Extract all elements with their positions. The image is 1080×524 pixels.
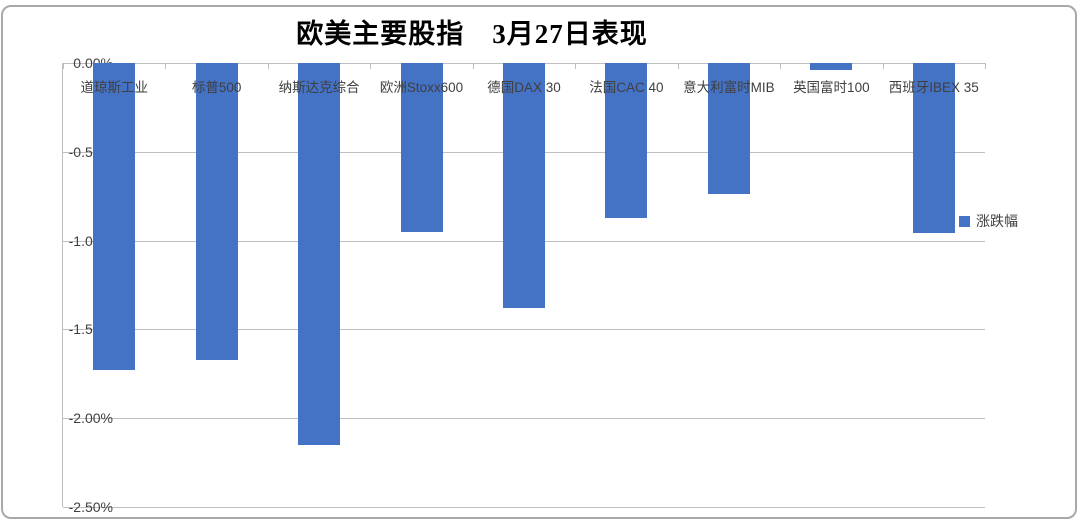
- category-label-道琼斯工业: 道琼斯工业: [80, 80, 148, 95]
- bar-德国DAX 30: [503, 63, 545, 309]
- category-tick: [267, 63, 269, 69]
- y-axis-tick-label: -2.00%: [68, 410, 113, 427]
- category-label-法国CAC 40: 法国CAC 40: [589, 80, 664, 95]
- category-label-标普500: 标普500: [191, 80, 242, 95]
- category-tick: [63, 63, 64, 69]
- bar-道琼斯工业: [93, 63, 136, 371]
- bar-标普500: [195, 63, 238, 360]
- category-label-德国DAX 30: 德国DAX 30: [487, 80, 561, 95]
- category-label-纳斯达克综合: 纳斯达克综合: [278, 80, 360, 95]
- category-tick: [165, 63, 167, 69]
- bar-纳斯达克综合: [298, 63, 341, 445]
- gridline--1.50%: [63, 329, 985, 331]
- bar-意大利富时MIB: [707, 63, 750, 195]
- category-label-欧洲Stoxx600: 欧洲Stoxx600: [379, 80, 464, 95]
- y-axis-tick-label: -2.50%: [68, 499, 113, 515]
- bar-欧洲Stoxx600: [400, 63, 443, 232]
- bar-法国CAC 40: [605, 63, 648, 218]
- legend-swatch-icon: [959, 215, 970, 227]
- category-label-意大利富时MIB: 意大利富时MIB: [683, 80, 775, 95]
- y-axis-line: [62, 63, 63, 507]
- category-tick: [472, 63, 474, 69]
- category-tick: [780, 63, 782, 69]
- gridline--2.00%: [63, 418, 985, 420]
- category-label-英国富时100: 英国富时100: [793, 80, 870, 95]
- category-tick: [370, 63, 372, 69]
- category-tick: [677, 63, 679, 69]
- chart-title: 欧美主要股指 3月27日表现: [296, 19, 648, 49]
- bar-英国富时100: [810, 63, 853, 71]
- category-tick: [575, 63, 577, 69]
- legend-label: 涨跌幅: [976, 213, 1018, 229]
- plot-area: 0.00%-0.50%-1.00%-1.50%-2.00%-2.50%道琼斯工业…: [62, 55, 986, 515]
- category-tick: [882, 63, 884, 69]
- category-label-西班牙IBEX 35: 西班牙IBEX 35: [888, 80, 979, 95]
- bar-西班牙IBEX 35: [912, 63, 955, 234]
- category-tick: [985, 63, 986, 69]
- legend: 涨跌幅: [959, 211, 1018, 231]
- gridline--2.50%: [63, 507, 985, 508]
